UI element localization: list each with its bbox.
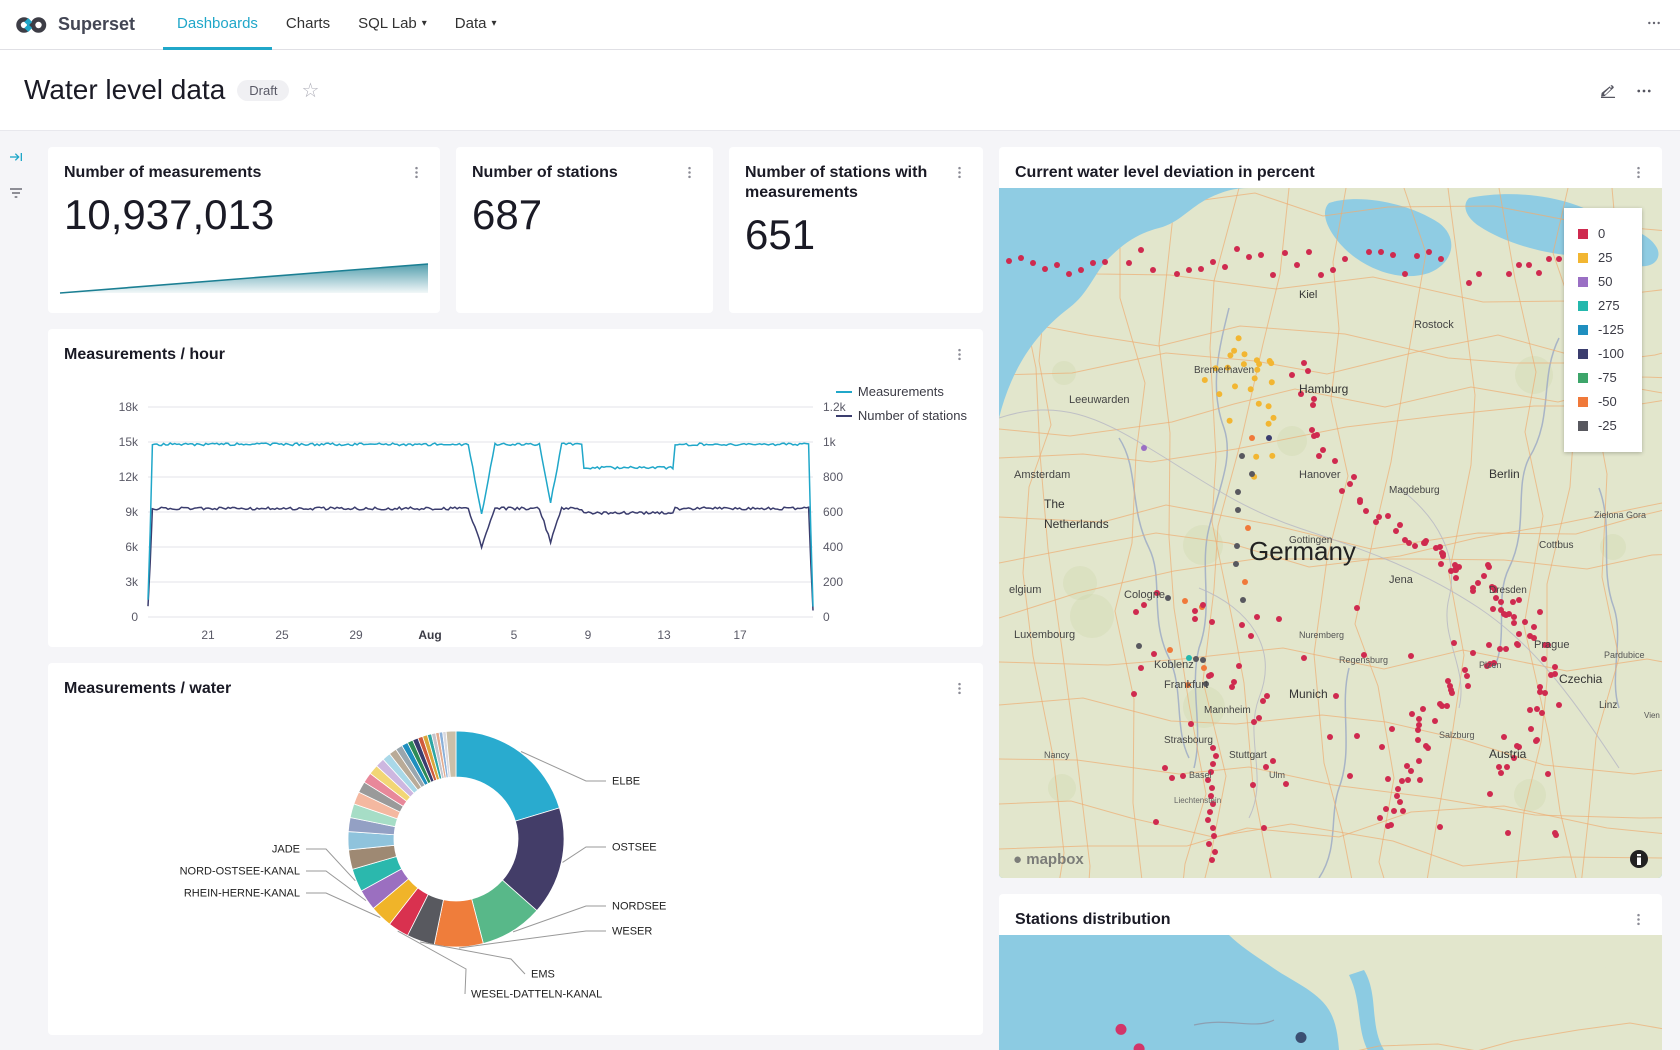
svg-text:Czechia: Czechia <box>1559 672 1603 686</box>
svg-text:3k: 3k <box>125 575 139 589</box>
svg-text:17: 17 <box>733 628 747 642</box>
svg-text:1k: 1k <box>823 435 837 449</box>
svg-text:Berlin: Berlin <box>1489 467 1520 481</box>
svg-text:elgium: elgium <box>1009 584 1041 596</box>
svg-text:Leeuwarden: Leeuwarden <box>1069 394 1130 406</box>
svg-text:200: 200 <box>823 575 843 589</box>
svg-text:15k: 15k <box>119 435 139 449</box>
svg-text:600: 600 <box>823 505 843 519</box>
svg-text:Linz: Linz <box>1599 700 1617 711</box>
svg-text:Luxembourg: Luxembourg <box>1014 629 1075 641</box>
svg-text:Magdeburg: Magdeburg <box>1389 485 1440 496</box>
svg-text:RHEIN-HERNE-KANAL: RHEIN-HERNE-KANAL <box>183 888 299 900</box>
svg-text:6k: 6k <box>125 540 139 554</box>
svg-text:Jena: Jena <box>1389 574 1414 586</box>
svg-text:13: 13 <box>657 628 671 642</box>
svg-text:25: 25 <box>275 628 289 642</box>
svg-text:Hamburg: Hamburg <box>1299 382 1348 396</box>
svg-text:NORDSEE: NORDSEE <box>612 901 666 913</box>
svg-text:WESEL-DATTELN-KANAL: WESEL-DATTELN-KANAL <box>471 989 602 1001</box>
svg-text:Koblenz: Koblenz <box>1154 659 1194 671</box>
svg-text:9: 9 <box>585 628 592 642</box>
svg-text:Kiel: Kiel <box>1299 289 1317 301</box>
svg-text:Germany: Germany <box>1249 536 1356 566</box>
svg-text:Liechtenstein: Liechtenstein <box>1174 796 1221 805</box>
svg-text:Munich: Munich <box>1289 687 1328 701</box>
svg-text:Dresden: Dresden <box>1489 585 1527 596</box>
svg-text:29: 29 <box>349 628 363 642</box>
svg-text:Pardubice: Pardubice <box>1604 650 1645 660</box>
svg-text:Mannheim: Mannheim <box>1204 705 1251 716</box>
svg-text:Hanover: Hanover <box>1299 469 1341 481</box>
svg-text:Nuremberg: Nuremberg <box>1299 630 1344 640</box>
svg-text:12k: 12k <box>119 470 139 484</box>
svg-text:400: 400 <box>823 540 843 554</box>
svg-text:Netherlands: Netherlands <box>1044 517 1109 531</box>
svg-text:9k: 9k <box>125 505 139 519</box>
svg-text:0: 0 <box>823 610 830 624</box>
svg-text:5: 5 <box>511 628 518 642</box>
svg-text:JADE: JADE <box>271 844 299 856</box>
svg-text:ELBE: ELBE <box>612 776 640 788</box>
svg-text:Austria: Austria <box>1489 747 1527 761</box>
svg-text:21: 21 <box>201 628 215 642</box>
svg-text:Nancy: Nancy <box>1044 750 1070 760</box>
svg-text:Bremerhaven: Bremerhaven <box>1194 365 1254 376</box>
svg-text:Zielona Gora: Zielona Gora <box>1594 510 1646 520</box>
svg-text:NORD-OSTSEE-KANAL: NORD-OSTSEE-KANAL <box>179 866 299 878</box>
svg-text:0: 0 <box>131 610 138 624</box>
svg-text:Prague: Prague <box>1534 639 1569 651</box>
svg-text:Cologne: Cologne <box>1124 589 1165 601</box>
svg-text:Frankfurt: Frankfurt <box>1164 679 1208 691</box>
svg-text:WESER: WESER <box>612 926 652 938</box>
svg-text:Plzen: Plzen <box>1479 660 1502 670</box>
svg-text:Strasbourg: Strasbourg <box>1164 735 1213 746</box>
svg-text:Amsterdam: Amsterdam <box>1014 469 1070 481</box>
svg-text:Regensburg: Regensburg <box>1339 655 1388 665</box>
svg-text:Rostock: Rostock <box>1414 319 1454 331</box>
svg-text:Basel: Basel <box>1189 770 1212 780</box>
svg-text:Stuttgart: Stuttgart <box>1229 750 1267 761</box>
svg-text:EMS: EMS <box>531 969 555 981</box>
svg-text:Cottbus: Cottbus <box>1539 540 1573 551</box>
svg-text:Aug: Aug <box>418 628 441 642</box>
svg-text:Salzburg: Salzburg <box>1439 730 1475 740</box>
svg-text:Ulm: Ulm <box>1269 770 1285 780</box>
svg-text:18k: 18k <box>119 400 139 414</box>
svg-text:800: 800 <box>823 470 843 484</box>
svg-text:Vien: Vien <box>1644 711 1660 720</box>
svg-text:The: The <box>1044 497 1065 511</box>
svg-text:OSTSEE: OSTSEE <box>612 842 657 854</box>
